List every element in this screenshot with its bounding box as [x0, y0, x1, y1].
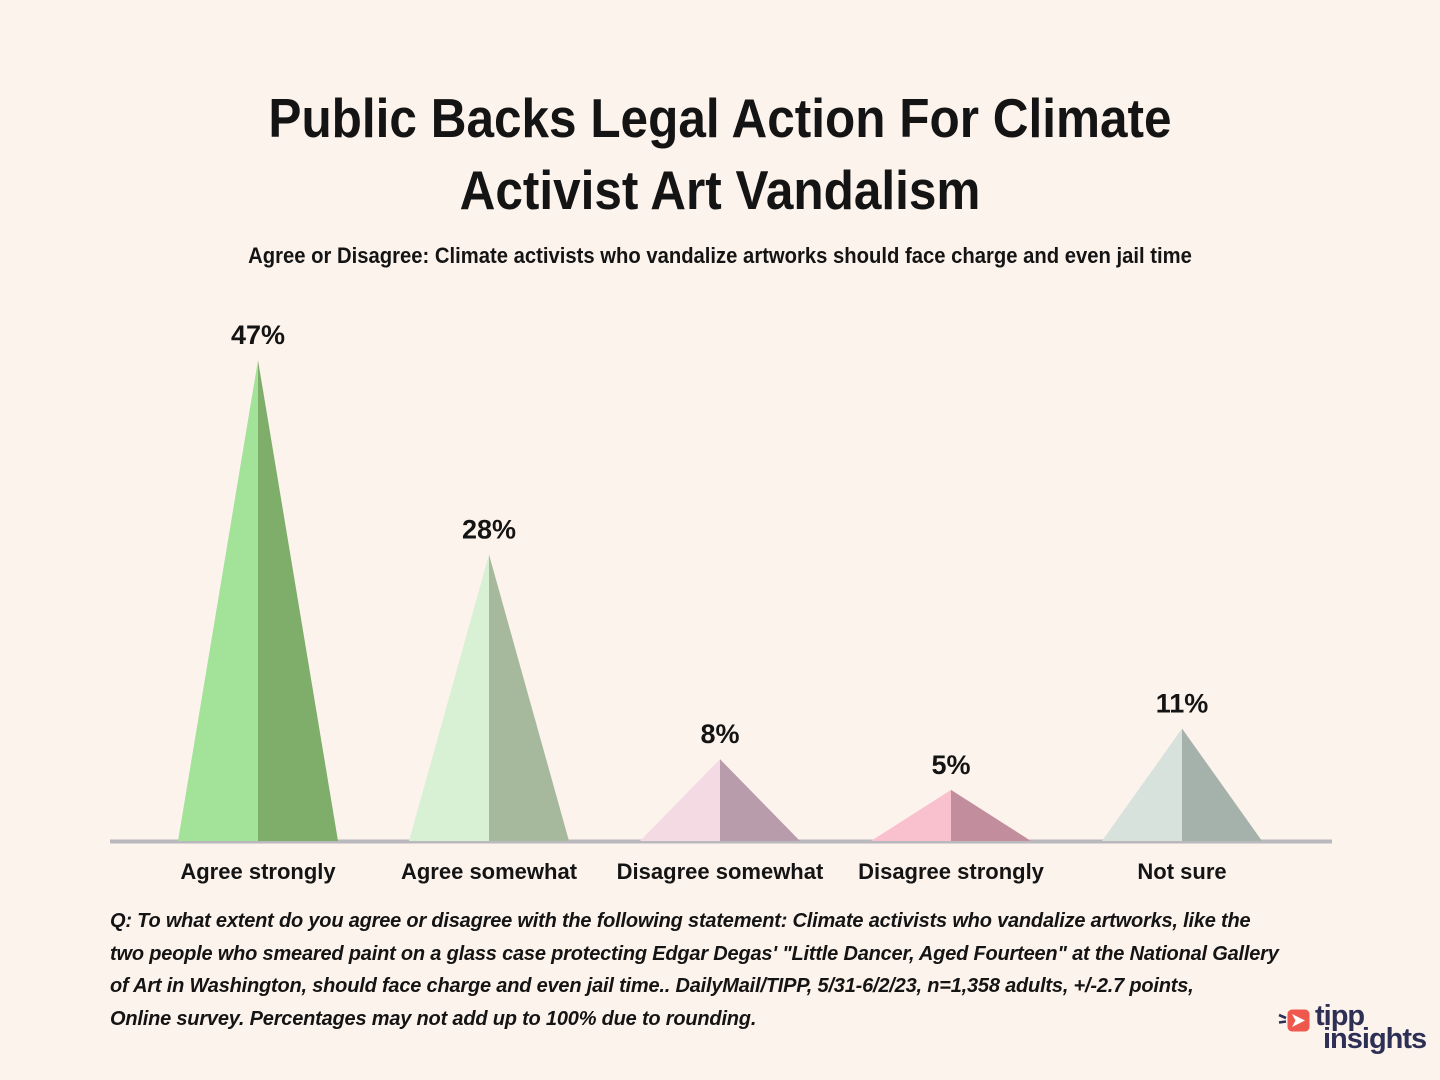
pyramid-left-half-4	[1102, 728, 1182, 841]
footer-line: two people who smeared paint on a glass …	[110, 942, 1279, 965]
category-label-0: Agree strongly	[180, 859, 336, 884]
pyramid-left-half-1	[409, 554, 489, 841]
survey-methodology-note: Q: To what extent do you agree or disagr…	[110, 905, 1360, 1035]
pyramid-right-half-3	[951, 789, 1031, 841]
footer-line: Online survey. Percentages may not add u…	[110, 1007, 757, 1030]
logo-word-tipp: tipp	[1315, 1000, 1365, 1032]
value-label-4: 11%	[1156, 688, 1209, 718]
page-title-line2: Activist Art Vandalism	[459, 159, 981, 221]
logo-word-insights: insights	[1323, 1023, 1427, 1055]
value-label-2: 8%	[700, 719, 739, 749]
tipp-insights-logo: tipp insights	[1278, 1000, 1427, 1055]
footer-line: Q: To what extent do you agree or disagr…	[110, 910, 1251, 932]
value-label-0: 47%	[231, 320, 285, 350]
pyramid-right-half-1	[489, 554, 569, 841]
pyramid-right-half-0	[258, 360, 338, 841]
tipp-insights-bird-icon	[1278, 1009, 1310, 1032]
footer-line: of Art in Washington, should face charge…	[110, 975, 1194, 997]
category-label-1: Agree somewhat	[401, 859, 578, 884]
pyramid-left-half-3	[871, 789, 951, 841]
chart-subtitle: Agree or Disagree: Climate activists who…	[248, 243, 1192, 268]
pyramid-left-half-2	[640, 759, 720, 841]
pyramid-right-half-2	[720, 759, 800, 841]
value-label-1: 28%	[462, 515, 516, 545]
logo-wordmark: tipp insights	[1315, 1000, 1427, 1055]
category-label-2: Disagree somewhat	[617, 859, 824, 884]
page-title-line1: Public Backs Legal Action For Climate	[268, 87, 1172, 149]
pyramid-left-half-0	[178, 360, 258, 841]
pyramid-right-half-4	[1182, 728, 1262, 841]
category-label-4: Not sure	[1137, 859, 1226, 884]
x-axis-line	[110, 839, 1332, 844]
page-title: Public Backs Legal Action For Climate Ac…	[72, 82, 1368, 226]
value-label-3: 5%	[931, 750, 970, 780]
category-label-3: Disagree strongly	[858, 859, 1045, 884]
